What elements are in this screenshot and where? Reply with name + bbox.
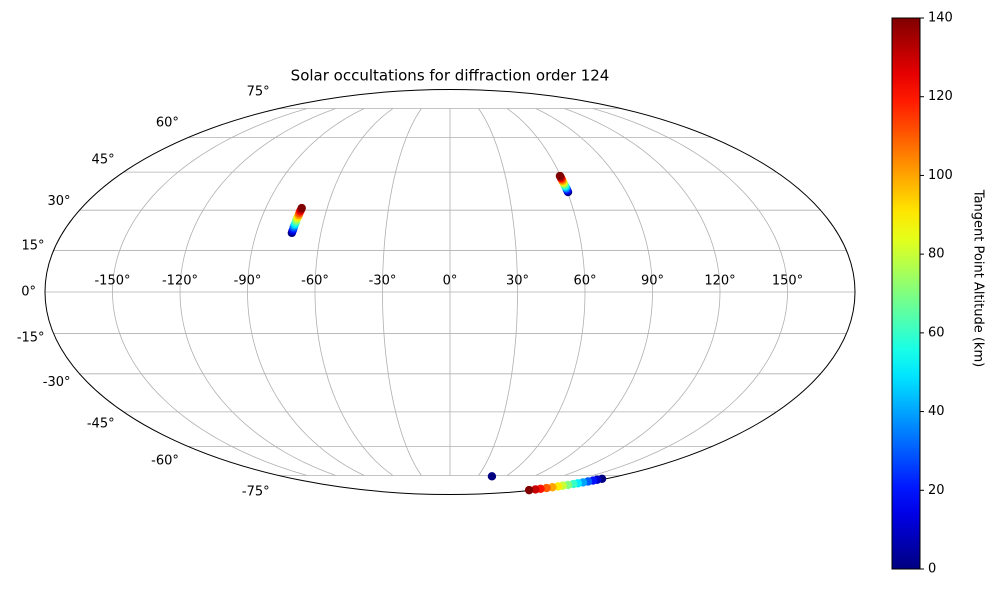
x-tick-label: 150° bbox=[772, 274, 803, 289]
x-tick-label: 90° bbox=[641, 274, 664, 289]
y-tick-label: -75° bbox=[242, 484, 270, 499]
y-tick-label: -45° bbox=[87, 416, 115, 431]
data-point bbox=[487, 472, 497, 481]
y-tick-label: 75° bbox=[247, 85, 270, 100]
y-tick-label: -30° bbox=[43, 375, 71, 390]
colorbar bbox=[891, 17, 921, 570]
x-tick-label: -90° bbox=[234, 274, 262, 289]
y-tick-label: 45° bbox=[92, 153, 115, 168]
y-tick-label: 30° bbox=[47, 194, 70, 209]
x-tick-label: 0° bbox=[443, 274, 458, 289]
data-point bbox=[555, 171, 565, 181]
x-tick-label: 30° bbox=[506, 274, 529, 289]
map-boundary bbox=[44, 89, 856, 495]
x-tick-label: -150° bbox=[94, 274, 130, 289]
data-point bbox=[297, 203, 306, 213]
x-tick-label: -30° bbox=[369, 274, 397, 289]
chart-title: Solar occultations for diffraction order… bbox=[291, 67, 610, 85]
y-tick-label: 60° bbox=[156, 115, 179, 130]
colorbar-tick-label: 100 bbox=[928, 168, 953, 183]
y-tick-label: 0° bbox=[21, 285, 36, 300]
y-tick-label: 15° bbox=[22, 239, 45, 254]
colorbar-label: Tangent Point Altitude (km) bbox=[971, 189, 986, 367]
colorbar-tick-label: 40 bbox=[928, 404, 945, 419]
colorbar-tick-label: 0 bbox=[928, 562, 936, 577]
y-tick-label: -60° bbox=[151, 454, 179, 469]
data-point bbox=[531, 485, 540, 494]
x-tick-label: 60° bbox=[573, 274, 596, 289]
colorbar-tick-label: 140 bbox=[928, 11, 953, 26]
colorbar-tick-label: 80 bbox=[928, 247, 945, 262]
y-tick-label: -15° bbox=[17, 330, 45, 345]
x-tick-label: 120° bbox=[704, 274, 735, 289]
colorbar-tick-label: 60 bbox=[928, 325, 945, 340]
colorbar-tick-label: 120 bbox=[928, 89, 953, 104]
x-tick-label: -120° bbox=[162, 274, 198, 289]
x-tick-label: -60° bbox=[301, 274, 329, 289]
colorbar-tick-label: 20 bbox=[928, 483, 945, 498]
data-point bbox=[524, 485, 534, 495]
